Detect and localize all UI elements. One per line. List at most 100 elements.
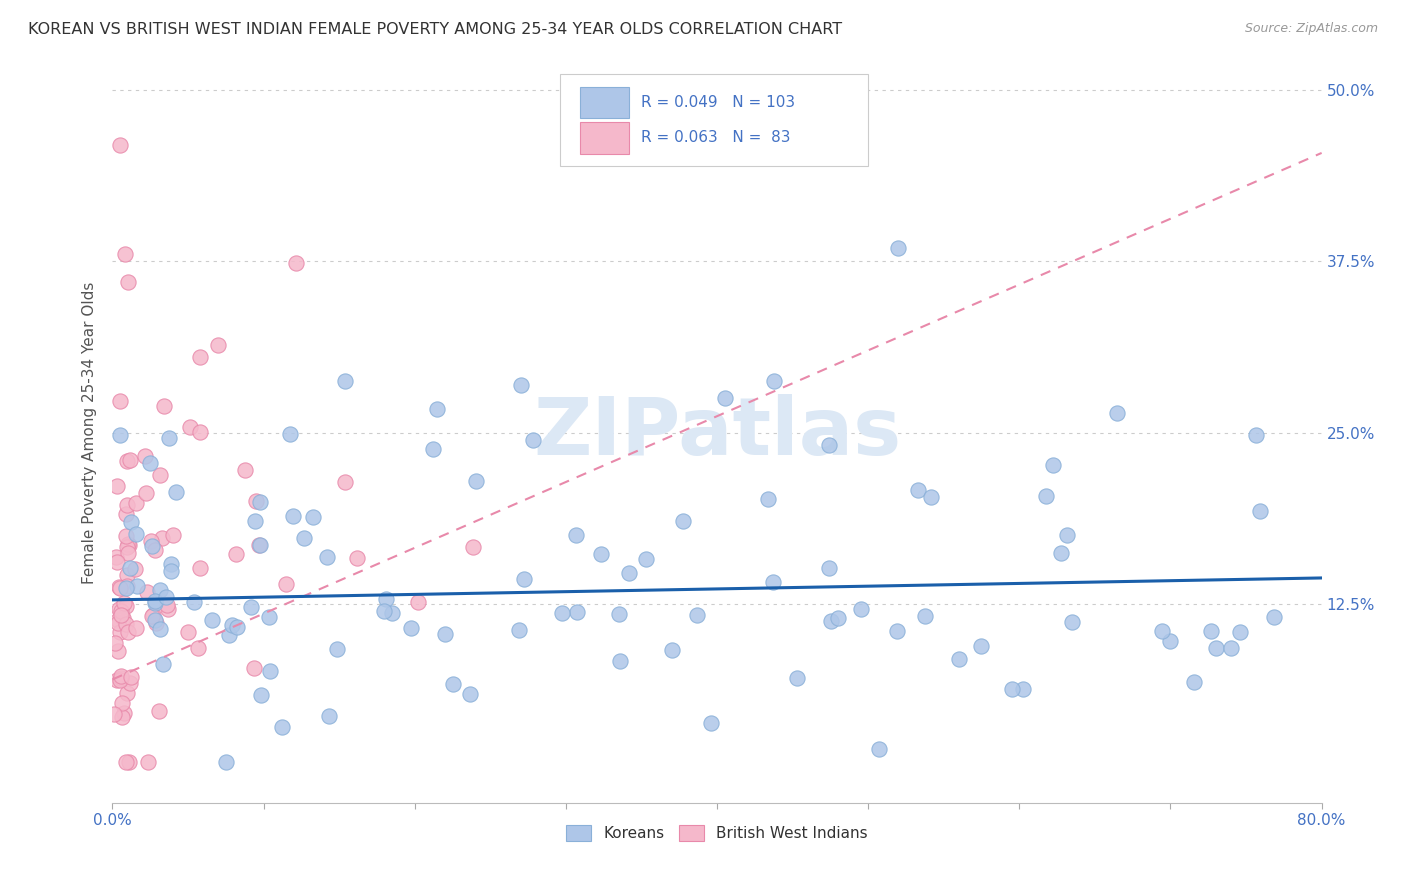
Point [326,641,349,656]
Point [333,374,356,388]
Point [887,240,910,255]
Point [117,579,139,593]
Point [108,580,131,594]
Point [513,572,536,586]
Point [1001,681,1024,696]
Point [105,555,128,569]
Point [225,620,247,634]
Point [458,687,481,701]
Point [422,442,444,456]
Point [1150,624,1173,639]
Point [672,514,695,528]
Point [135,486,157,500]
Point [152,657,174,671]
Point [143,614,166,628]
Point [107,615,129,630]
Point [235,463,257,477]
Point [108,137,131,152]
Point [143,593,166,607]
Point [118,560,141,574]
Point [112,611,135,625]
Point [136,755,159,769]
Point [125,579,148,593]
Point [187,640,209,655]
Point [115,755,138,769]
Point [408,595,430,609]
Point [103,707,125,722]
Point [756,491,779,506]
Point [114,529,136,543]
Point [104,636,127,650]
Point [110,428,132,442]
Point [139,533,162,548]
Point [110,671,132,685]
Point [207,338,229,352]
Point [117,568,139,582]
Point [257,610,280,624]
Point [1107,406,1129,420]
Point [849,602,872,616]
Point [1011,682,1033,697]
Point [114,247,136,261]
Point [188,560,211,574]
Point [117,537,139,551]
Point [136,585,159,599]
Point [117,546,139,560]
Y-axis label: Female Poverty Among 25-34 Year Olds: Female Poverty Among 25-34 Year Olds [82,282,97,583]
Point [827,611,849,625]
Point [1182,674,1205,689]
Point [111,710,134,724]
Point [118,755,141,769]
Point [108,393,131,408]
Point [441,677,464,691]
Point [134,449,156,463]
Point [117,541,139,555]
Point [245,493,267,508]
Point [1199,624,1222,639]
Point [115,507,138,521]
Point [141,609,163,624]
Point [1060,615,1083,629]
Point [609,654,631,668]
Point [218,628,240,642]
Point [110,669,132,683]
Point [239,600,262,615]
FancyBboxPatch shape [560,73,868,166]
Point [700,715,723,730]
Point [112,706,135,720]
Point [160,558,183,572]
Point [165,485,187,500]
Point [107,613,129,627]
Point [124,562,146,576]
Point [1220,640,1243,655]
Point [1249,503,1271,517]
Point [143,596,166,610]
FancyBboxPatch shape [581,87,628,118]
Point [373,604,395,618]
Point [276,577,298,591]
Point [156,599,179,613]
Point [104,550,127,565]
Text: R = 0.049   N = 103: R = 0.049 N = 103 [641,95,794,110]
Point [551,607,574,621]
Point [249,537,271,551]
Point [249,494,271,508]
Point [713,392,735,406]
FancyBboxPatch shape [581,122,628,153]
Point [259,664,281,678]
Point [148,468,170,483]
Point [970,639,993,653]
Point [117,498,139,512]
Point [920,490,942,504]
Point [346,551,368,566]
Point [160,564,183,578]
Point [820,615,842,629]
Point [315,549,337,564]
Point [763,374,786,388]
Text: Source: ZipAtlas.com: Source: ZipAtlas.com [1244,22,1378,36]
Point [105,673,128,687]
Point [118,452,141,467]
Point [115,617,138,632]
Point [1049,545,1071,559]
Point [786,671,808,685]
